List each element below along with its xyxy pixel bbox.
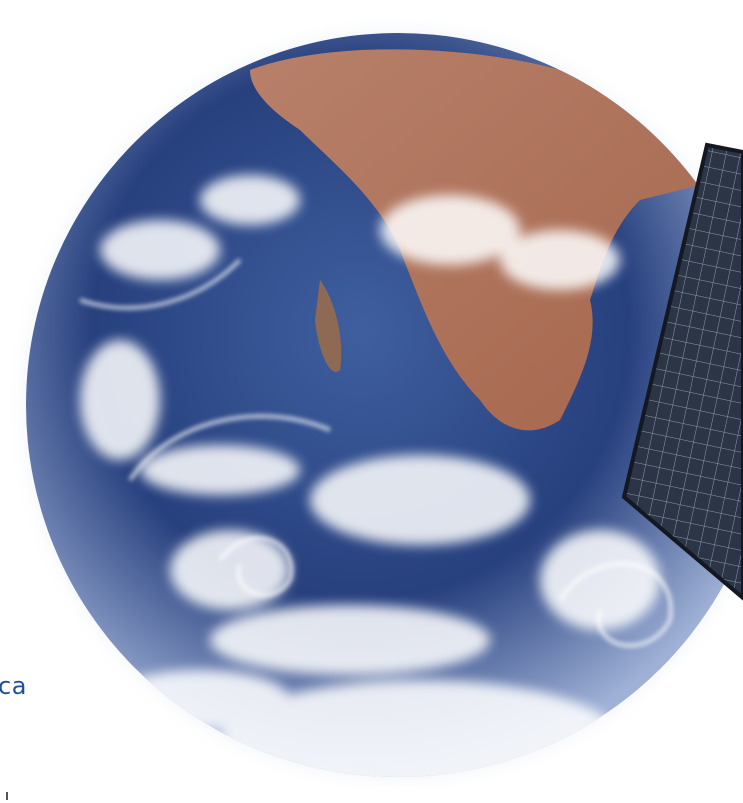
clouds (80, 175, 660, 777)
cloud-swirls (79, 258, 673, 648)
satellite-panel (621, 142, 743, 601)
island (315, 280, 342, 372)
surface (79, 49, 720, 777)
mark (6, 792, 8, 800)
caption-fragment: ca (0, 672, 27, 700)
